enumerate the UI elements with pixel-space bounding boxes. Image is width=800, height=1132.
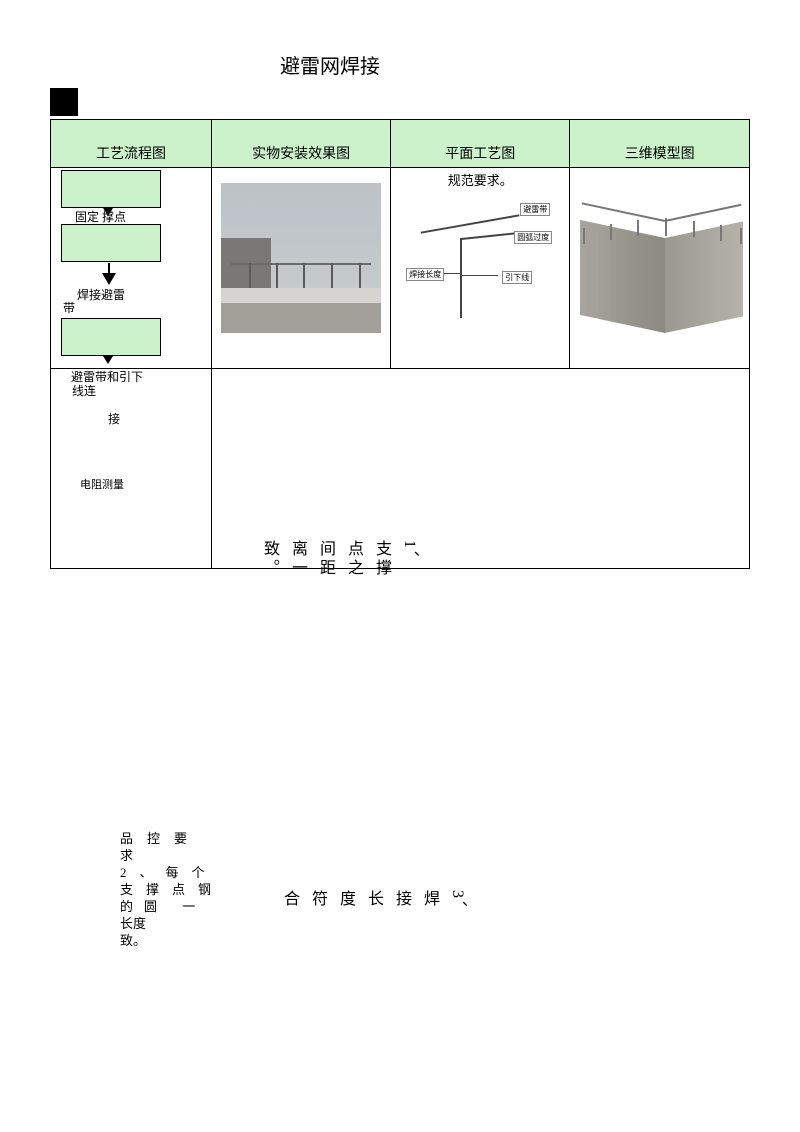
plan-diagram: 避雷带 圆弧过度 焊接长度 引下线 [400, 193, 560, 353]
qc-req2a: 2、每个 [120, 864, 224, 881]
page-title: 避雷网焊接 [150, 50, 650, 79]
col1-header: 工艺流程图 [51, 120, 212, 168]
flow-step4: 电阻测量 [80, 478, 124, 492]
plan-label-3: 焊接长度 [406, 268, 444, 281]
col4-header: 三维模型图 [570, 120, 750, 168]
content-row: 固定 撑点 焊接避雷 带 [51, 168, 750, 369]
flow-step1-label: 固定 撑点 [75, 210, 126, 224]
arrow-down-icon [106, 263, 112, 283]
model-cell [570, 168, 750, 369]
qc-req2e: 致。 [120, 932, 224, 949]
bottom-row [51, 369, 750, 569]
qc-req1: 1、支撑点之间距离一致。 [255, 540, 423, 578]
flow-step3a: 避雷带和引下 [52, 370, 162, 384]
flow-box-1 [61, 170, 161, 208]
col3-header: 平面工艺图 [391, 120, 570, 168]
flow-step2b-label: 带 [63, 301, 75, 315]
flow-box-3 [61, 318, 161, 356]
bottom-cell-merged [212, 369, 750, 569]
install-photo [221, 183, 381, 333]
plan-caption: 规范要求。 [391, 168, 569, 189]
plan-label-2: 圆弧过度 [514, 231, 552, 244]
qc-block: 品控要 求 2、每个 支撑点钢 的圆 一 长度 致。 [120, 830, 224, 949]
black-marker [50, 88, 78, 116]
model-3d [575, 188, 745, 343]
qc-req3: 3、焊接长度符合 [275, 890, 471, 920]
flow-step3c: 接 [108, 412, 120, 426]
plan-cell: 规范要求。 避雷带 圆弧过度 焊接长度 引下线 [391, 168, 570, 369]
photo-cell [212, 168, 391, 369]
qc-req2c: 的圆 一 [120, 898, 224, 915]
main-table: 工艺流程图 实物安装效果图 平面工艺图 三维模型图 固定 撑点 焊接避雷 带 [50, 119, 750, 569]
flowchart-cell: 固定 撑点 焊接避雷 带 [51, 168, 212, 369]
qc-req2d: 长度 [120, 915, 224, 932]
qc-req2b: 支撑点钢 [120, 881, 224, 898]
qc-heading-a: 品控要 [120, 830, 224, 847]
plan-label-4: 引下线 [502, 271, 532, 284]
col2-header: 实物安装效果图 [212, 120, 391, 168]
bottom-cell-1 [51, 369, 212, 569]
header-row: 工艺流程图 实物安装效果图 平面工艺图 三维模型图 [51, 120, 750, 168]
flow-step2a-label: 焊接避雷 [77, 288, 125, 302]
flow-box-2 [61, 224, 161, 262]
flow-step3b: 线连 [72, 384, 96, 398]
plan-label-1: 避雷带 [520, 203, 550, 216]
qc-heading-b: 求 [120, 847, 224, 864]
arrow-icon-2 [103, 356, 113, 364]
